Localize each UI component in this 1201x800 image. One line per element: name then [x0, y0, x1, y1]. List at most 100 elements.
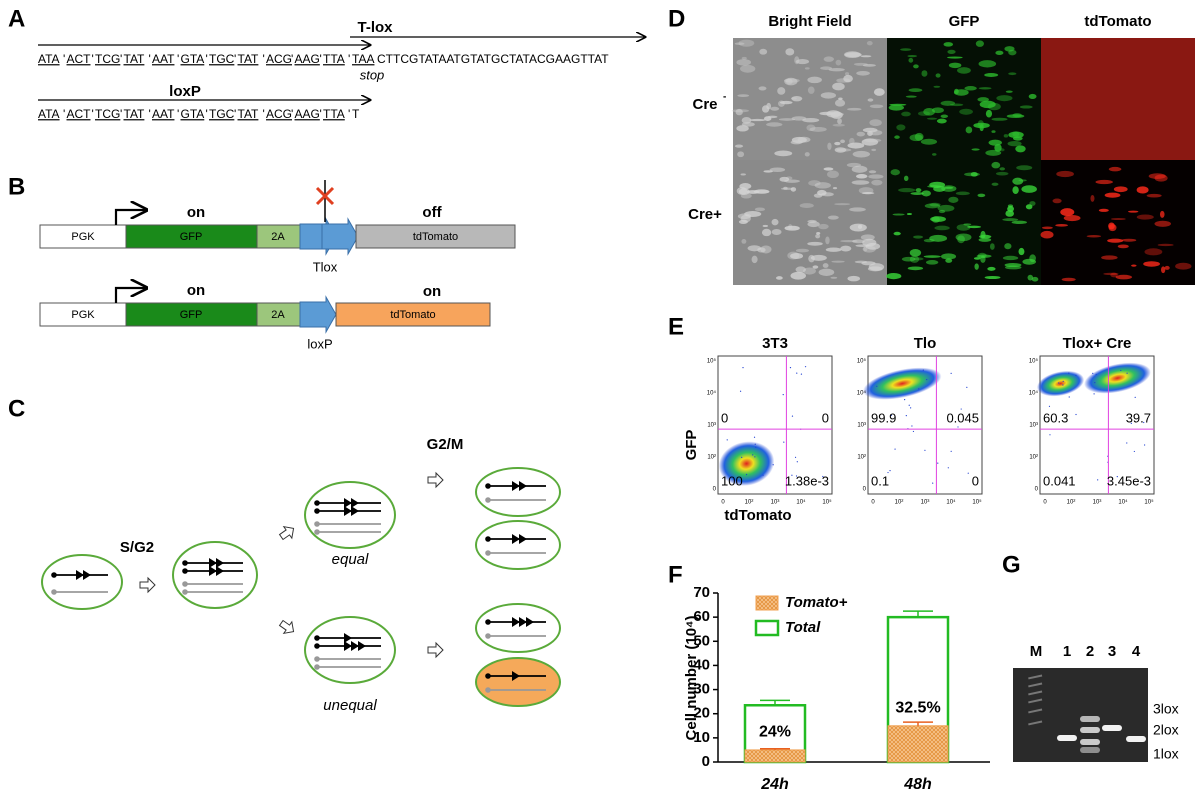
event — [1093, 393, 1095, 395]
cell-blob — [837, 118, 842, 125]
step-arrow — [427, 641, 444, 659]
cell-blob — [1121, 238, 1137, 242]
cell-blob — [823, 56, 834, 62]
event — [742, 366, 744, 369]
event — [796, 461, 798, 463]
cell-blob — [785, 48, 795, 56]
cell-blob — [901, 111, 911, 117]
lox-site — [519, 617, 527, 627]
plot-title: Tlo — [914, 335, 937, 352]
cell-blob — [1055, 223, 1069, 227]
cell-blob — [1012, 136, 1023, 141]
centromere — [485, 619, 491, 625]
cell-blob — [764, 116, 772, 121]
cell-blob — [827, 170, 839, 179]
cell — [475, 603, 561, 653]
dna-band — [1057, 735, 1077, 741]
cell-blob — [807, 241, 823, 246]
legend-swatch — [754, 619, 780, 637]
cell-blob — [849, 223, 867, 232]
sequence: CTTCGTATAATGTATGCTATACGAAGTTAT — [377, 52, 609, 66]
x-tick-label: 0 — [1043, 500, 1047, 506]
cell — [172, 541, 258, 609]
panel-letter: A — [8, 5, 25, 32]
quadrant-value: 3.45e-3 — [1107, 473, 1151, 488]
event — [950, 450, 952, 452]
lane-label: 1 — [1063, 643, 1071, 660]
cell-blob — [855, 174, 868, 179]
event — [726, 439, 728, 441]
cell-blob — [1108, 166, 1122, 172]
panel-letter: G — [1002, 551, 1021, 578]
cell-blob — [1143, 261, 1160, 267]
cell-blob — [926, 117, 938, 120]
y-tick-label: 10 — [693, 729, 710, 746]
cell-blob — [929, 202, 941, 207]
cell-blob — [1005, 90, 1013, 93]
cell-blob — [948, 196, 959, 203]
y-tick-label: 10² — [857, 455, 866, 461]
error-bar — [760, 699, 790, 706]
y-tick-label: 50 — [693, 632, 710, 649]
centromere — [314, 635, 320, 641]
micrograph — [1041, 160, 1195, 285]
cell — [475, 520, 561, 570]
centromere — [314, 643, 320, 649]
ladder-band — [1028, 674, 1043, 680]
event — [910, 407, 912, 409]
centromere — [485, 550, 491, 556]
event — [887, 471, 889, 474]
cell-blob — [976, 254, 992, 258]
cell-blob — [806, 124, 816, 132]
cell-blob — [825, 247, 842, 252]
lox-site — [76, 570, 84, 580]
cell-blob — [1012, 186, 1019, 194]
cell-blob — [871, 179, 883, 186]
cell-blob — [777, 87, 786, 95]
cell-blob — [741, 116, 752, 124]
cell-blob — [963, 223, 972, 226]
y-tick-label: 0 — [1035, 487, 1039, 493]
cell-blob — [995, 50, 1004, 56]
cell-blob — [832, 123, 845, 127]
event — [752, 454, 754, 456]
cell-blob — [761, 228, 772, 237]
cell-blob — [860, 55, 872, 58]
cell-blob — [858, 187, 874, 195]
lox-site — [512, 534, 520, 544]
band-label: 3lox — [1153, 701, 1179, 717]
event — [960, 408, 962, 410]
cell-blob — [1008, 72, 1017, 76]
event — [783, 441, 785, 443]
division-label: equal — [332, 551, 369, 568]
cell-blob — [868, 174, 884, 179]
event — [890, 414, 893, 416]
cell-blob — [977, 97, 989, 102]
quadrant-value: 0 — [721, 411, 728, 426]
cell-blob — [910, 192, 924, 195]
cell-blob — [974, 263, 979, 270]
cell-blob — [827, 215, 839, 220]
quadrant-value: 39.7 — [1126, 411, 1151, 426]
cell-blob — [964, 86, 977, 91]
cell-blob — [867, 98, 874, 102]
cell-blob — [807, 86, 815, 94]
cell-blob — [989, 243, 995, 250]
cell-blob — [1117, 244, 1129, 249]
codon: AAT — [152, 107, 175, 121]
division-label: unequal — [323, 697, 377, 714]
event — [1095, 373, 1097, 376]
cell-blob — [1015, 145, 1026, 153]
lox-site — [351, 498, 359, 508]
cell-blob — [790, 187, 797, 192]
stop-codon: TAA — [352, 52, 374, 66]
x-tick-label: 10³ — [771, 500, 780, 506]
cell-blob — [909, 249, 922, 257]
cell-blob — [862, 63, 876, 67]
centromere — [51, 572, 57, 578]
cell-blob — [843, 74, 853, 83]
cell-blob — [1004, 263, 1022, 268]
event — [754, 456, 756, 458]
cell-blob — [731, 109, 749, 113]
lox-site — [216, 566, 224, 576]
